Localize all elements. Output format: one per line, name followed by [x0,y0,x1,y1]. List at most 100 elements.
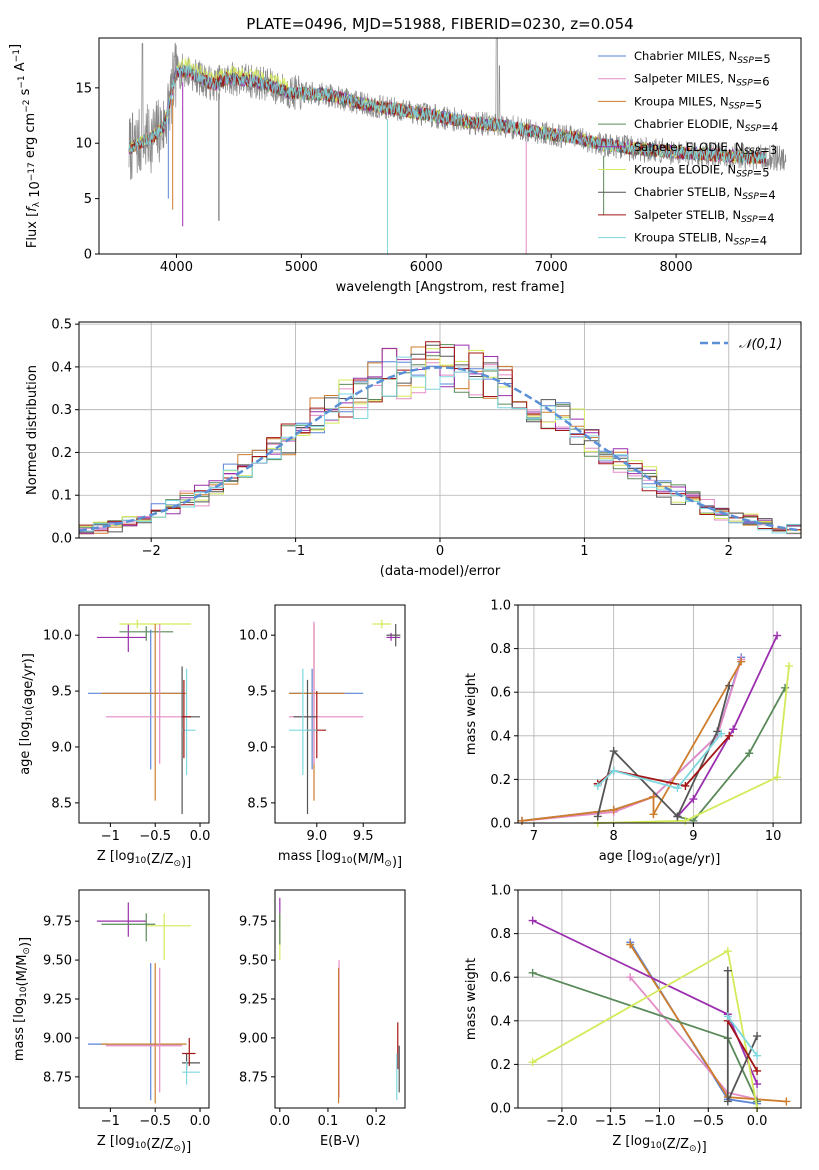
label-part: =4 [758,211,775,225]
x-tick-label: 2 [725,544,733,559]
y-tick-label: 0.4 [51,360,72,375]
label-part: ⊙ [689,1144,697,1154]
label-part: log [632,849,652,864]
x-axis-label: Z [log10(Z/Z⊙)] [97,1134,191,1155]
label-part: SSP [736,79,753,89]
x-tick-label: 7000 [535,260,568,275]
label-part: mass [ [278,849,321,864]
y-tick-label: 1.0 [490,599,511,614]
spectrum-plot-area [128,38,787,254]
label-part: 10 [135,856,147,866]
weight-marker [723,1012,732,1021]
x-tick-label: −2 [142,544,161,559]
legend-label: Chabrier ELODIE, NSSP=4 [634,117,778,134]
x-tick-label: 8 [610,829,618,844]
x-tick-label: 6000 [410,260,443,275]
label-part: age [ [18,741,33,774]
weight-marker [782,1097,791,1106]
y-tick-label: 8.75 [239,1070,268,1085]
label-part: erg cm [23,113,38,162]
mass-vs-extinction-panel: 0.0 0.1 0.2 8.75 9.00 9.25 9.50 9.75 E(B-V) [239,889,406,1149]
label-part: log [630,1134,650,1149]
y-tick-label: 9.75 [239,915,268,930]
weight-line-7 [727,1020,758,1072]
y-tick-label: 0.8 [490,642,511,657]
label-part: −1 [17,75,27,88]
legend-label: Salpeter MILES, NSSP=6 [634,72,770,89]
label-part: Chabrier MILES, N [634,49,737,63]
label-part: −17 [27,162,37,181]
label-part: SSP [734,238,751,248]
label-part: Z [ [97,849,115,864]
weight-line-8 [597,733,723,790]
weight-marker [593,812,602,821]
label-part: Chabrier STELIB, N [634,185,742,199]
y-tick-label: 0.6 [490,686,511,701]
label-part: ⊙ [384,859,392,869]
age-vs-mass-panel: 9.0 9.5 8.5 9.0 9.5 10.0 mass [log10(M/M⊙)] [239,604,406,870]
x-tick-label: 0 [436,544,444,559]
model-spectrum-line-5 [128,58,767,164]
y-tick-label: 8.5 [51,796,72,811]
figure-title: PLATE=0496, MJD=51988, FIBERID=0230, z=0… [246,15,633,33]
axes-frame [98,37,802,255]
label-part: SSP [736,170,753,180]
label-part: ⊙ [173,1144,181,1154]
weight-marker [773,631,782,640]
legend-label: Kroupa STELIB, NSSP=4 [634,231,767,248]
x-tick-label: 9.0 [306,829,327,844]
label-part: =5 [745,97,762,111]
weight-line-1 [521,659,743,822]
label-part: SSP [742,192,759,202]
x-tick-label: −1 [286,544,305,559]
label-part: (age/yr)] [21,653,36,710]
label-part: −2 [22,100,32,113]
label-part: =4 [750,234,767,248]
label-part: SSP [745,124,762,134]
y-tick-label: 8.5 [247,796,268,811]
label-part: =4 [759,188,776,202]
label-part: SSP [744,147,761,157]
label-part: Salpeter MILES, N [634,72,736,86]
label-part: 10 [652,856,664,866]
x-tick-label: 0.0 [269,1114,290,1129]
x-tick-label: 0.1 [318,1114,339,1129]
age-vs-metallicity-panel: −1 −0.5 0.08.59.09.510.0Z [log10(Z/Z⊙)]age… [18,604,210,870]
y-tick-label: 0.0 [490,1102,511,1117]
y-axis-label: mass [log10(M/M⊙)] [12,937,33,1061]
weight-vs-metallicity-panel: −2.0 −1.5 −1.0 −0.5 0.0 0.0 0.2 0.4 0.6 0.8 1.0 Z [… [464,884,802,1155]
weight-marker [773,773,782,782]
label-part: Salpeter STELIB, N [634,208,741,222]
label-part: log [115,1134,135,1149]
x-axis-label: (data-model)/error [380,564,501,579]
weight-marker [528,1058,537,1067]
weight-marker [753,1080,762,1089]
label-part: )] [181,855,191,870]
y-tick-label: 1.0 [490,884,511,899]
y-tick-label: 0 [84,248,92,263]
label-part: λ [32,201,42,207]
y-tick-label: 9.50 [43,954,72,969]
label-part: Kroupa MILES, N [634,94,729,108]
y-tick-label: 9.00 [43,1031,72,1046]
y-tick-label: 0.2 [51,446,72,461]
model-spectrum-line-8 [128,64,767,164]
label-part: mass weight [464,673,479,755]
x-tick-label: −1.0 [644,1114,676,1129]
x-tick-label: 8000 [660,260,693,275]
errorbar-area [288,619,401,815]
weight-marker [528,916,537,925]
weight-marker [609,805,618,814]
x-axis-label: E(B-V) [320,1134,360,1149]
label-part: E(B-V) [320,1134,360,1149]
y-tick-label: 0.5 [51,318,72,333]
spectrum-panel: 4000 5000 6000 7000 8000 0 5 10 15 wavelength [An… [8,37,802,295]
y-tick-label: 0.0 [490,817,511,832]
weight-marker [717,729,726,738]
label-part: s [18,88,33,99]
label-part: =5 [753,166,770,180]
y-axis-label: age [log10(age/yr)] [18,653,36,775]
weight-marker [673,812,682,821]
x-tick-label: −0.5 [139,829,171,844]
